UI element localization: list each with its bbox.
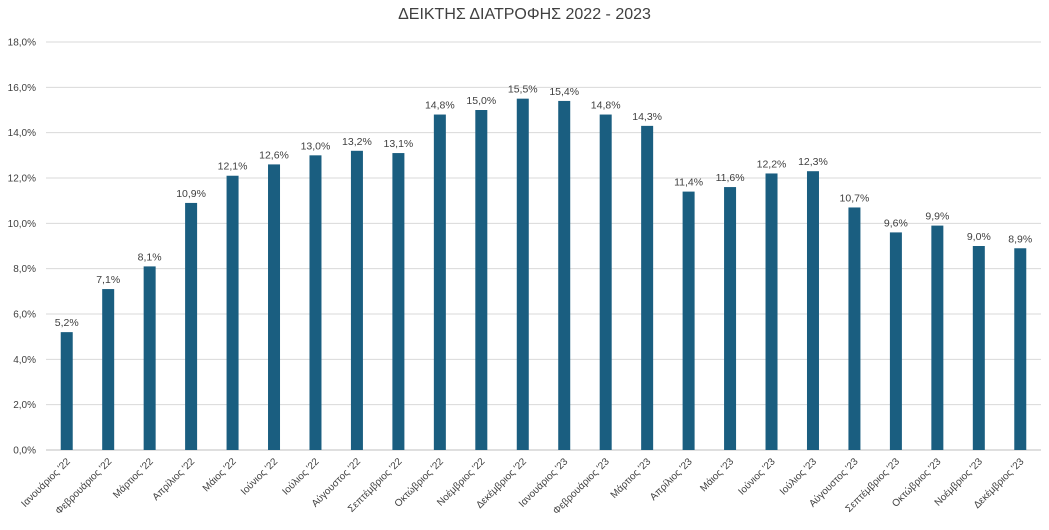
bar: [724, 187, 737, 451]
bar: [516, 98, 529, 451]
bar: [972, 246, 985, 450]
data-label: 12,3%: [798, 156, 828, 168]
data-label: 15,4%: [549, 86, 579, 98]
x-tick-label: Απρίλιος '22: [150, 455, 198, 503]
data-label: 8,1%: [138, 251, 162, 263]
bar: [806, 171, 819, 450]
x-tick-label: Μάρτιος '22: [110, 455, 156, 501]
x-tick-label: Μάρτιος '23: [608, 455, 654, 501]
bar: [765, 173, 778, 450]
x-tick-label: Ιούλιος '23: [777, 455, 819, 497]
y-tick-label: 10,0%: [8, 219, 36, 230]
data-label: 5,2%: [55, 317, 79, 329]
bar: [1014, 248, 1027, 450]
x-tick-label: Ιούλιος '22: [280, 455, 322, 497]
bar: [268, 164, 281, 450]
data-label: 7,1%: [96, 274, 120, 286]
bar: [60, 332, 73, 450]
y-tick-label: 0,0%: [13, 446, 36, 457]
bar: [558, 100, 571, 450]
x-tick-label: Μάιος '22: [200, 455, 239, 494]
data-label: 15,0%: [466, 95, 496, 107]
data-label: 14,8%: [425, 100, 455, 112]
bar: [102, 289, 115, 450]
data-label: 13,2%: [342, 136, 372, 148]
x-tick-label: Μάιος '23: [698, 455, 737, 494]
data-label: 15,5%: [508, 84, 538, 96]
data-label: 11,4%: [674, 177, 703, 189]
y-tick-label: 18,0%: [8, 38, 36, 49]
data-label: 9,0%: [967, 231, 991, 243]
y-tick-label: 2,0%: [13, 400, 36, 411]
data-label: 12,6%: [259, 149, 289, 161]
data-label: 12,2%: [757, 158, 787, 170]
data-label: 12,1%: [218, 161, 248, 173]
data-label: 8,9%: [1008, 233, 1032, 245]
bar: [889, 232, 902, 450]
y-tick-label: 8,0%: [13, 264, 36, 275]
y-tick-label: 6,0%: [13, 310, 36, 321]
y-tick-label: 14,0%: [8, 128, 36, 139]
x-tick-label: Ιούνιος '23: [736, 455, 778, 497]
bar: [931, 225, 944, 450]
data-label: 10,7%: [840, 192, 870, 204]
chart-title: ΔΕΙΚΤΗΣ ΔΙΑΤΡΟΦΗΣ 2022 - 2023: [398, 6, 651, 23]
bar: [143, 266, 156, 450]
bars: [60, 98, 1027, 451]
bar: [309, 155, 322, 451]
y-tick-label: 12,0%: [8, 174, 36, 185]
bar: [599, 114, 612, 451]
data-label: 9,9%: [925, 211, 949, 223]
bar: [392, 153, 405, 451]
data-label: 13,0%: [301, 140, 331, 152]
y-tick-label: 4,0%: [13, 355, 36, 366]
bar: [350, 150, 363, 451]
data-label: 13,1%: [384, 138, 414, 150]
bar: [475, 110, 488, 450]
data-label: 9,6%: [884, 217, 908, 229]
bar: [641, 125, 654, 450]
bar: [226, 175, 239, 450]
data-labels: 5,2% 7,1% 8,1% 10,9% 12,1% 12,6% 13,0% 13,2% 13,…: [55, 84, 1032, 329]
bar: [185, 202, 198, 450]
data-label: 11,6%: [716, 172, 745, 184]
data-label: 14,3%: [632, 111, 662, 123]
bar: [682, 191, 695, 450]
data-label: 10,9%: [176, 188, 206, 200]
y-axis-ticks: 0,0% 2,0% 4,0% 6,0% 8,0% 10,0% 12,0% 14,0% 16,0%…: [8, 38, 36, 457]
bar: [848, 207, 861, 450]
data-label: 14,8%: [591, 100, 621, 112]
x-tick-label: Απρίλιος '23: [647, 455, 695, 503]
x-tick-label: Ιούνιος '22: [238, 455, 280, 497]
gridlines: [46, 41, 1041, 451]
bar: [433, 114, 446, 451]
y-tick-label: 16,0%: [8, 83, 36, 94]
